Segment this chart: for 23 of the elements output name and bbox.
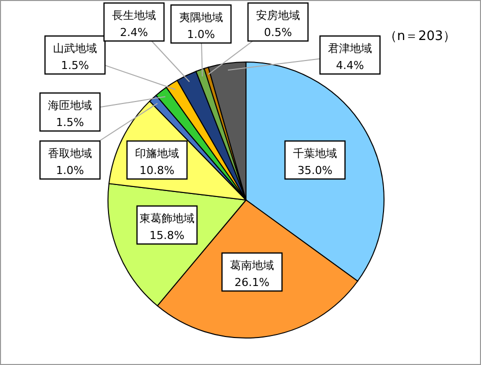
slice-label: 香取地域 (48, 147, 92, 160)
data-label: 0.5% (264, 26, 292, 39)
slice-label: 海匝地域 (48, 99, 92, 112)
slice-label: 東葛飾地域 (140, 212, 194, 225)
data-label: 1.0% (56, 164, 84, 177)
slice-label: 長生地域 (112, 9, 156, 22)
slice-label: 葛南地域 (230, 259, 274, 272)
slice-label: 印旛地域 (135, 147, 179, 160)
data-label: 4.4% (336, 59, 364, 72)
data-label: 1.5% (61, 59, 89, 72)
data-label: 35.0% (298, 164, 332, 177)
slice-label: 夷隅地域 (179, 11, 223, 24)
slice-label: 千葉地域 (293, 147, 337, 160)
data-label: 26.1% (234, 276, 270, 289)
data-label: 1.0% (187, 28, 215, 41)
data-label: 15.8% (150, 229, 184, 242)
slice-label: 君津地域 (328, 42, 372, 55)
slice-label: 山武地域 (53, 42, 97, 55)
slice-label: 安房地域 (256, 9, 300, 22)
text: （n＝203） (384, 29, 456, 44)
data-label: 10.8% (140, 164, 174, 177)
data-label: 2.4% (120, 26, 148, 39)
data-label: 1.5% (56, 116, 84, 129)
